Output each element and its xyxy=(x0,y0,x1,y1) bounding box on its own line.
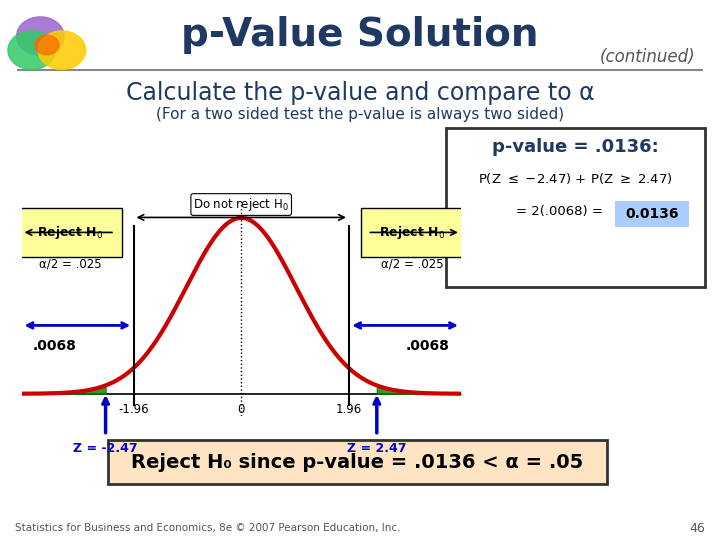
Text: Reject H$_0$: Reject H$_0$ xyxy=(379,224,446,241)
Text: Statistics for Business and Economics, 8e © 2007 Pearson Education, Inc.: Statistics for Business and Economics, 8… xyxy=(15,523,400,533)
Text: α/2 = .025: α/2 = .025 xyxy=(381,257,444,270)
Text: 46: 46 xyxy=(689,522,705,535)
Text: -1.96: -1.96 xyxy=(118,403,149,416)
Text: Reject H₀ since p-value = .0136 < α = .05: Reject H₀ since p-value = .0136 < α = .0… xyxy=(131,453,583,471)
Text: .0068: .0068 xyxy=(406,339,450,353)
Text: 0: 0 xyxy=(238,403,245,416)
Circle shape xyxy=(8,31,55,70)
Text: Z = -2.47: Z = -2.47 xyxy=(73,442,138,455)
Text: α/2 = .025: α/2 = .025 xyxy=(39,257,102,270)
Text: p-value = .0136:: p-value = .0136: xyxy=(492,138,658,156)
Text: Calculate the p-value and compare to α: Calculate the p-value and compare to α xyxy=(126,81,594,105)
Text: p-Value Solution: p-Value Solution xyxy=(181,16,539,54)
FancyBboxPatch shape xyxy=(446,128,705,287)
Text: (continued): (continued) xyxy=(599,48,695,66)
FancyBboxPatch shape xyxy=(18,208,122,257)
Text: .0068: .0068 xyxy=(32,339,76,353)
Circle shape xyxy=(17,17,64,56)
Text: 1.96: 1.96 xyxy=(336,403,362,416)
Text: P(Z $\leq$ $-$2.47) + P(Z $\geq$ 2.47): P(Z $\leq$ $-$2.47) + P(Z $\geq$ 2.47) xyxy=(477,171,672,186)
Text: Z = 2.47: Z = 2.47 xyxy=(347,442,407,455)
Circle shape xyxy=(38,31,86,70)
Text: Reject H$_0$: Reject H$_0$ xyxy=(37,224,103,241)
Text: Do not reject H$_0$: Do not reject H$_0$ xyxy=(193,196,289,213)
FancyBboxPatch shape xyxy=(108,440,607,484)
Circle shape xyxy=(35,35,59,55)
Text: (For a two sided test the p-value is always two sided): (For a two sided test the p-value is alw… xyxy=(156,107,564,123)
Text: = 2(.0068) =: = 2(.0068) = xyxy=(516,206,603,219)
FancyBboxPatch shape xyxy=(615,201,689,227)
FancyBboxPatch shape xyxy=(361,208,464,257)
Text: 0.0136: 0.0136 xyxy=(625,207,679,221)
